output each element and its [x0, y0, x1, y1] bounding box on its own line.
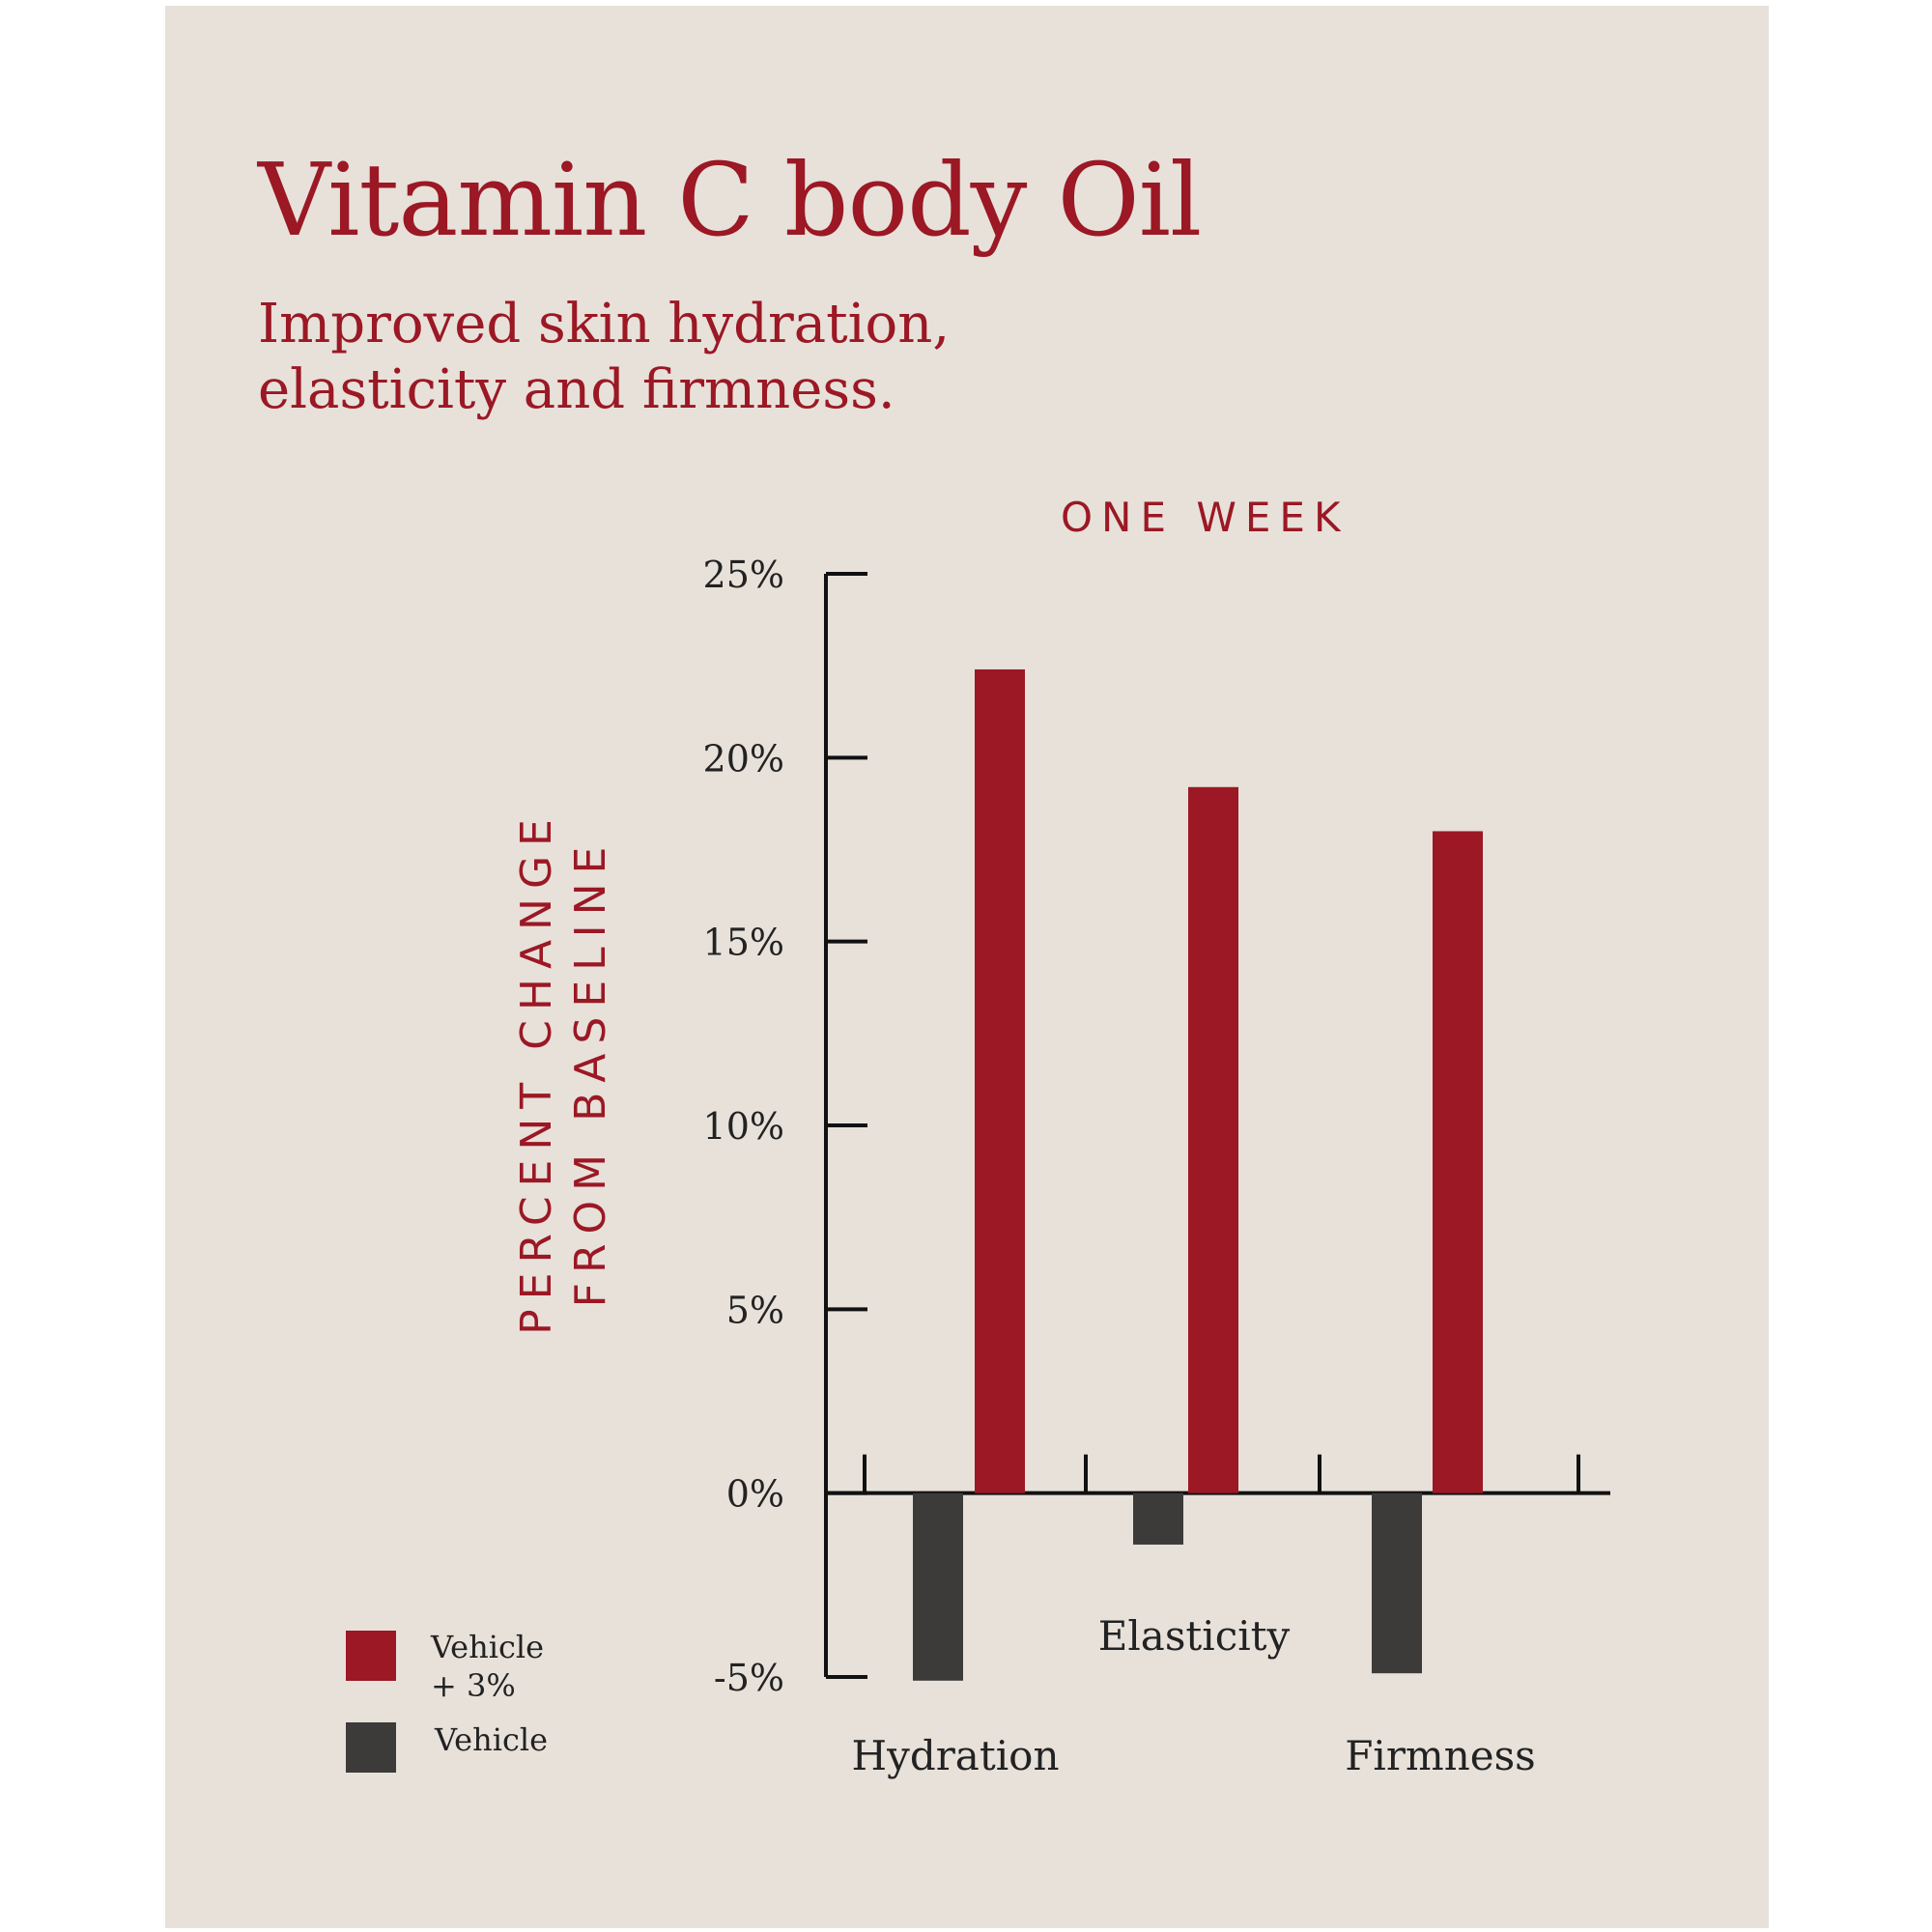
bar-vehicle-elasticity [1133, 1492, 1183, 1545]
bar-vehicle-hydration [913, 1492, 963, 1681]
y-tick-label: 10% [703, 1105, 784, 1148]
bar-vehicle-3-hydration [975, 668, 1025, 1493]
legend-label-vehicle-line-1: Vehicle [435, 1721, 549, 1758]
y-tick-label: -5% [714, 1657, 784, 1699]
legend-swatch-vehicle [346, 1722, 396, 1773]
background-panel [165, 6, 1769, 1928]
bar-vehicle-firmness [1372, 1492, 1422, 1674]
legend-label-vehicle-3: Vehicle + 3% [431, 1628, 605, 1705]
legend-label-vehicle-3-line-1: Vehicle [431, 1629, 545, 1665]
x-category-label-firmness: Firmness [1345, 1732, 1536, 1779]
x-category-label-elasticity: Elasticity [1098, 1612, 1291, 1660]
bar-vehicle-3-elasticity [1188, 786, 1238, 1493]
y-tick-label: 15% [703, 922, 784, 964]
legend-swatch-vehicle-3 [346, 1631, 396, 1681]
legend-label-vehicle-3-line-2: + 3% [431, 1667, 516, 1704]
y-tick-label: 0% [726, 1473, 784, 1516]
bar-vehicle-3-firmness [1433, 831, 1483, 1493]
page-subtitle: Improved skin hydration, elasticity and … [258, 293, 951, 421]
y-tick-label: 5% [726, 1289, 784, 1331]
legend-label-vehicle: Vehicle [435, 1720, 609, 1759]
page-title: Vitamin C body Oil [258, 141, 1202, 259]
x-category-label-hydration: Hydration [851, 1732, 1059, 1779]
chart-title: ONE WEEK [1061, 494, 1350, 541]
y-tick-label: 25% [703, 554, 784, 596]
y-tick-label: 20% [703, 737, 784, 780]
